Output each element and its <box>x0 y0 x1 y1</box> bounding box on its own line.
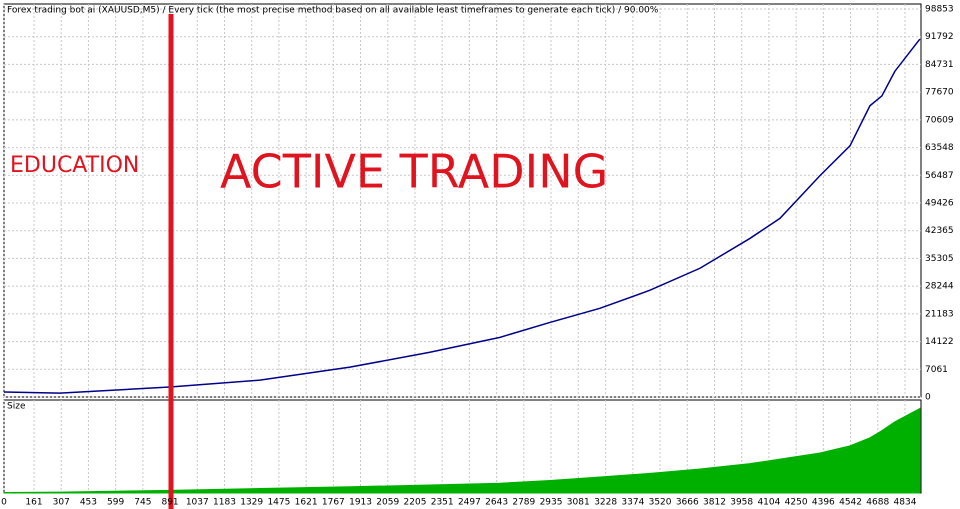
x-tick-label: 4834 <box>894 498 917 508</box>
x-tick-label: 2351 <box>431 498 454 508</box>
y-tick-label: 7061 <box>925 365 948 375</box>
y-tick-label: 63548 <box>925 143 954 153</box>
x-tick-label: 307 <box>53 498 70 508</box>
x-tick-label: 2935 <box>540 498 563 508</box>
x-tick-label: 3374 <box>621 498 644 508</box>
x-tick-label: 4104 <box>757 498 780 508</box>
x-tick-label: 3520 <box>649 498 672 508</box>
y-tick-label: 70609 <box>925 115 954 125</box>
panel-title: Size <box>7 402 26 412</box>
x-tick-label: 3228 <box>594 498 617 508</box>
x-tick-label: 1621 <box>295 498 318 508</box>
y-tick-label: 91792 <box>925 32 954 42</box>
x-tick-label: 1913 <box>349 498 372 508</box>
x-tick-label: 2059 <box>376 498 399 508</box>
x-tick-label: 3666 <box>676 498 699 508</box>
y-tick-label: 77670 <box>925 88 954 98</box>
x-tick-label: 3812 <box>703 498 726 508</box>
annotation: ACTIVE TRADING <box>220 145 608 199</box>
y-tick-label: 35305 <box>925 254 954 264</box>
y-tick-label: 42365 <box>925 226 954 236</box>
x-tick-label: 161 <box>25 498 42 508</box>
balance-line <box>3 38 921 394</box>
annotation: EDUCATION <box>10 153 139 178</box>
y-tick-label: 28244 <box>925 282 954 292</box>
x-tick-label: 1183 <box>213 498 236 508</box>
x-tick-label: 2789 <box>512 498 535 508</box>
main-panel <box>3 3 922 398</box>
x-tick-label: 0 <box>1 498 7 508</box>
x-tick-label: 453 <box>80 498 97 508</box>
x-tick-label: 3081 <box>567 498 590 508</box>
x-tick-label: 599 <box>107 498 124 508</box>
x-tick-label: 1329 <box>240 498 263 508</box>
x-tick-label: 2205 <box>404 498 427 508</box>
x-tick-label: 2643 <box>485 498 508 508</box>
x-tick-label: 2497 <box>458 498 481 508</box>
size-area <box>3 407 921 494</box>
y-tick-label: 0 <box>925 393 931 403</box>
x-tick-label: 1037 <box>186 498 209 508</box>
x-tick-label: 4688 <box>866 498 889 508</box>
y-tick-label: 14122 <box>925 337 954 347</box>
chart-title: Forex trading bot ai (XAUUSD,M5) / Every… <box>7 6 659 16</box>
x-tick-label: 4396 <box>812 498 835 508</box>
x-tick-label: 745 <box>134 498 151 508</box>
x-tick-label: 1767 <box>322 498 345 508</box>
marks <box>3 38 921 494</box>
y-tick-label: 56487 <box>925 171 954 181</box>
y-tick-label: 21183 <box>925 309 954 319</box>
y-tick-label: 84731 <box>925 60 954 70</box>
x-tick-label: 891 <box>161 498 178 508</box>
y-tick-label: 49426 <box>925 199 954 209</box>
x-tick-label: 4250 <box>785 498 808 508</box>
x-tick-label: 1475 <box>267 498 290 508</box>
x-tick-label: 3958 <box>730 498 753 508</box>
grid <box>3 4 921 493</box>
x-tick-label: 4542 <box>839 498 862 508</box>
y-tick-label: 98853 <box>925 5 954 15</box>
